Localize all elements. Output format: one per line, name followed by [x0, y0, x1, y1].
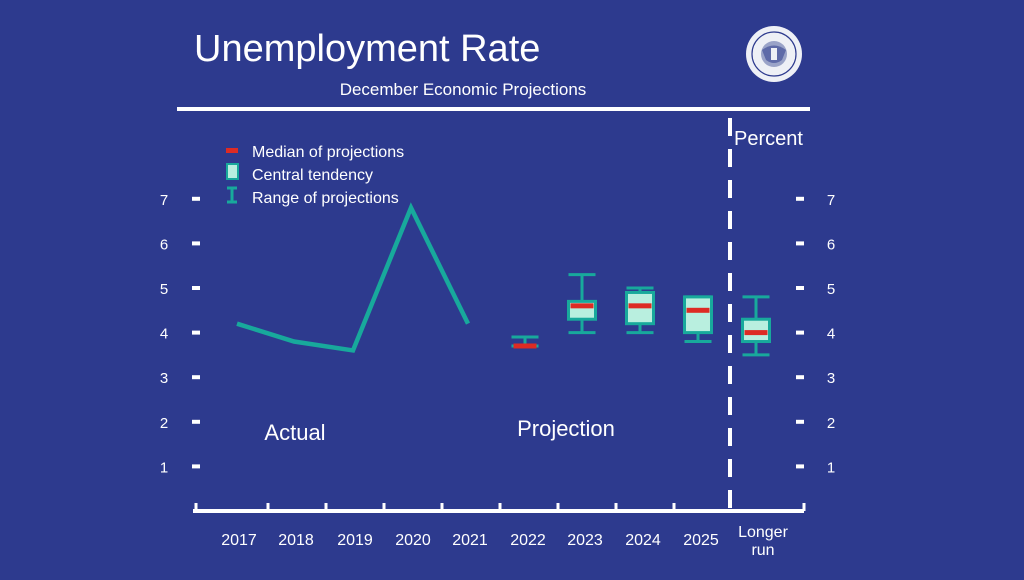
y-tick-mark-right — [796, 419, 804, 424]
y-tick-mark-right — [796, 330, 804, 335]
median-marker — [686, 307, 710, 313]
legend: Median of projections Central tendency R… — [226, 144, 404, 207]
y-tick-label-left: 7 — [160, 192, 168, 209]
projection-2022 — [511, 335, 539, 349]
y-tick-mark-left — [192, 419, 200, 424]
actual-series — [236, 202, 471, 353]
legend-range-label: Range of projections — [252, 190, 399, 207]
y-tick-label-left: 3 — [160, 370, 168, 387]
chart-subtitle: December Economic Projections — [340, 80, 587, 99]
y-tick-label-right: 5 — [827, 281, 835, 298]
projection-section-label: Projection — [517, 416, 615, 441]
y-tick-mark-right — [796, 196, 804, 201]
y-tick-label-right: 2 — [827, 415, 835, 432]
projection-2025 — [683, 295, 713, 344]
chart-title: Unemployment Rate — [194, 28, 540, 70]
x-tick-label: 2022 — [510, 532, 546, 549]
federal-reserve-seal-icon — [746, 26, 802, 82]
projection-2024 — [625, 286, 655, 335]
y-tick-label-right: 7 — [827, 192, 835, 209]
y-tick-mark-right — [796, 464, 804, 469]
y-tick-mark-left — [192, 375, 200, 380]
x-tick-label: run — [751, 542, 774, 559]
x-tick-label: Longer — [738, 524, 788, 541]
projection-series — [511, 273, 771, 357]
y-tick-label-left: 4 — [160, 326, 168, 343]
y-tick-mark-left — [192, 330, 200, 335]
y-tick-mark-right — [796, 375, 804, 380]
projection-longer-run — [741, 295, 771, 357]
y-tick-mark-left — [192, 196, 200, 201]
y-tick-label-left: 5 — [160, 281, 168, 298]
x-tick-label: 2020 — [395, 532, 431, 549]
x-tick-label: 2019 — [337, 532, 373, 549]
y-tick-label-right: 4 — [827, 326, 835, 343]
x-tick-label: 2023 — [567, 532, 603, 549]
y-tick-label-left: 6 — [160, 236, 168, 253]
y-tick-label-left: 2 — [160, 415, 168, 432]
legend-range-icon — [227, 186, 237, 204]
actual-line — [236, 202, 471, 353]
median-marker — [570, 303, 594, 309]
y-tick-label-right: 6 — [827, 236, 835, 253]
y-tick-mark-right — [796, 241, 804, 246]
y-tick-mark-left — [192, 241, 200, 246]
x-tick-label: 2021 — [452, 532, 488, 549]
central-tendency-box — [683, 295, 713, 335]
y-tick-label-left: 1 — [160, 459, 168, 476]
x-axis-ticks: 2017 2018 2019 2020 2021 2022 2023 2024 2025 Long… — [194, 503, 806, 559]
y-tick-label-right: 3 — [827, 370, 835, 387]
median-marker — [628, 303, 652, 309]
x-tick-label: 2024 — [625, 532, 661, 549]
unit-label: Percent — [734, 128, 803, 150]
y-tick-mark-right — [796, 286, 804, 290]
legend-central-swatch — [226, 163, 239, 180]
y-tick-mark-left — [192, 464, 200, 469]
legend-median-label: Median of projections — [252, 144, 404, 161]
legend-central-label: Central tendency — [252, 167, 373, 184]
y-tick-label-right: 1 — [827, 459, 835, 476]
x-tick-label: 2025 — [683, 532, 719, 549]
legend-median-swatch — [226, 148, 238, 153]
median-marker — [513, 343, 537, 349]
x-tick-label: 2018 — [278, 532, 314, 549]
projection-2023 — [567, 273, 597, 335]
y-axis-ticks: 1 1 2 2 3 3 4 4 5 5 6 6 7 7 — [160, 192, 835, 477]
y-tick-mark-left — [192, 286, 200, 290]
median-marker — [744, 330, 768, 336]
actual-section-label: Actual — [264, 420, 325, 445]
x-tick-label: 2017 — [221, 532, 257, 549]
